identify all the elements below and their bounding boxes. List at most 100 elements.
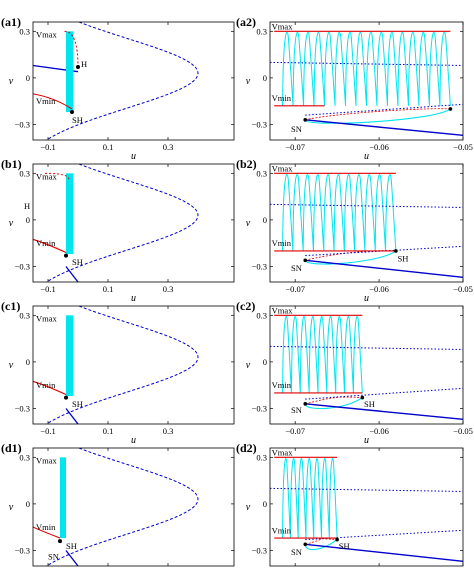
x-axis-label: u	[131, 435, 136, 446]
stable-branch	[305, 259, 463, 279]
panel-a2: −0.07 −0.06 −0.05 −0.3 0 0.3 u v (a2) Vmax Vmin SN	[236, 15, 473, 162]
x-tick-label: −0.06	[369, 284, 389, 294]
plot-area	[33, 22, 199, 140]
middle-branch	[270, 345, 463, 350]
y-tick-label: 0.3	[19, 452, 30, 462]
stable-branch	[305, 119, 463, 137]
y-tick-label: 0	[26, 499, 30, 509]
y-tick-label: 0	[263, 357, 267, 367]
y-tick-label: 0	[26, 73, 30, 83]
x-tick-label: −0.1	[40, 426, 55, 436]
unstable-loop	[305, 108, 451, 121]
periodic-orbit	[282, 458, 338, 539]
annotation-h: H	[24, 201, 30, 211]
annotation-vmin: Vmin	[272, 238, 292, 248]
annotation-vmax: Vmax	[272, 306, 294, 316]
annotation-vmax: Vmax	[272, 22, 294, 32]
sh-point	[394, 249, 398, 253]
y-tick-label: 0.3	[19, 168, 30, 178]
oscillation-band	[66, 173, 74, 255]
annotation-vmax: Vmax	[36, 313, 58, 323]
x-axis-label: u	[364, 435, 369, 446]
y-tick-label: −0.3	[252, 119, 267, 129]
vmin-curve	[33, 93, 73, 110]
annotation-sh: SH	[72, 257, 83, 267]
x-axis-label: u	[131, 151, 136, 162]
oscillation-band	[66, 315, 74, 397]
annotation-sh: SH	[66, 541, 77, 551]
bifurcation-point	[76, 65, 80, 70]
y-tick-label: −0.3	[252, 403, 267, 413]
vmin-curve	[33, 238, 67, 254]
y-tick-label: 0.3	[19, 310, 30, 320]
annotation-sh: SH	[398, 254, 409, 264]
middle-branch	[270, 203, 463, 208]
y-tick-label: 0	[26, 357, 30, 367]
y-axis-label: v	[9, 218, 14, 229]
annotation-vmin: Vmin	[36, 238, 56, 248]
x-tick-label: 0.3	[163, 426, 174, 436]
panel-label: (c2)	[236, 299, 255, 313]
x-axis-label: u	[364, 293, 369, 304]
x-tick-label: −0.1	[40, 284, 55, 294]
sn-point	[303, 258, 308, 263]
vmax-curve	[64, 30, 79, 68]
middle-branch	[270, 487, 463, 492]
plot-area	[270, 456, 463, 563]
bifurcation-point	[70, 110, 74, 115]
annotation-sn: SN	[48, 552, 59, 562]
panel-label: (b2)	[236, 157, 257, 171]
vmin-curve	[33, 380, 67, 396]
axes-frame	[269, 163, 464, 283]
sh-point	[360, 395, 365, 400]
oscillation-band	[66, 31, 74, 113]
saddle-branch	[305, 387, 463, 400]
x-tick-label: −0.06	[369, 426, 389, 436]
x-tick-label: −0.1	[40, 142, 55, 152]
x-tick-label: −0.05	[453, 284, 473, 294]
unstable-branch	[45, 306, 199, 424]
annotation-vmin: Vmin	[272, 525, 292, 535]
x-tick-label: 0.3	[163, 284, 174, 294]
annotation-vmax: Vmax	[36, 171, 58, 181]
sn-point	[303, 402, 308, 406]
y-axis-label: v	[246, 76, 251, 87]
annotation-vmin: Vmin	[36, 96, 56, 106]
x-tick-label: −0.05	[453, 426, 473, 436]
stable-branch	[65, 266, 79, 282]
annotation-sh: SH	[72, 115, 83, 125]
axes-frame	[269, 305, 464, 425]
x-tick-label: −0.07	[285, 142, 305, 152]
y-tick-label: −0.3	[252, 261, 267, 271]
plot-area	[270, 314, 463, 421]
x-axis-label: u	[364, 151, 369, 162]
axes-frame	[32, 21, 235, 141]
periodic-orbit	[282, 32, 451, 106]
unstable-loop	[305, 396, 363, 405]
stable-branch	[305, 543, 463, 563]
annotation-sn: SN	[291, 124, 302, 134]
x-tick-label: 0.1	[103, 426, 114, 436]
panel-label: (b1)	[1, 157, 22, 171]
x-axis-label: u	[131, 293, 136, 304]
stable-branch	[65, 550, 79, 566]
annotation-sh: SH	[72, 399, 83, 409]
bifurcation-point	[58, 539, 62, 544]
axes-frame	[32, 163, 235, 283]
homoclinic-loop	[304, 108, 451, 124]
panel-b2: −0.07 −0.06 −0.05 −0.3 0 0.3 u v (b2) Vmax Vmin SN S…	[236, 157, 473, 304]
annotation-vmin: Vmin	[272, 380, 292, 390]
plot-area	[33, 306, 199, 424]
panel-label: (d2)	[236, 441, 257, 455]
y-tick-label: 0.3	[256, 310, 267, 320]
unstable-branch	[45, 22, 199, 140]
vmax-curve	[44, 172, 70, 180]
annotation-sh: SH	[364, 399, 375, 409]
annotation-h: H	[81, 59, 87, 69]
panel-label: (c1)	[1, 299, 20, 313]
unstable-loop	[305, 250, 396, 261]
annotation-sn: SN	[291, 263, 302, 273]
sn-point	[303, 542, 308, 547]
